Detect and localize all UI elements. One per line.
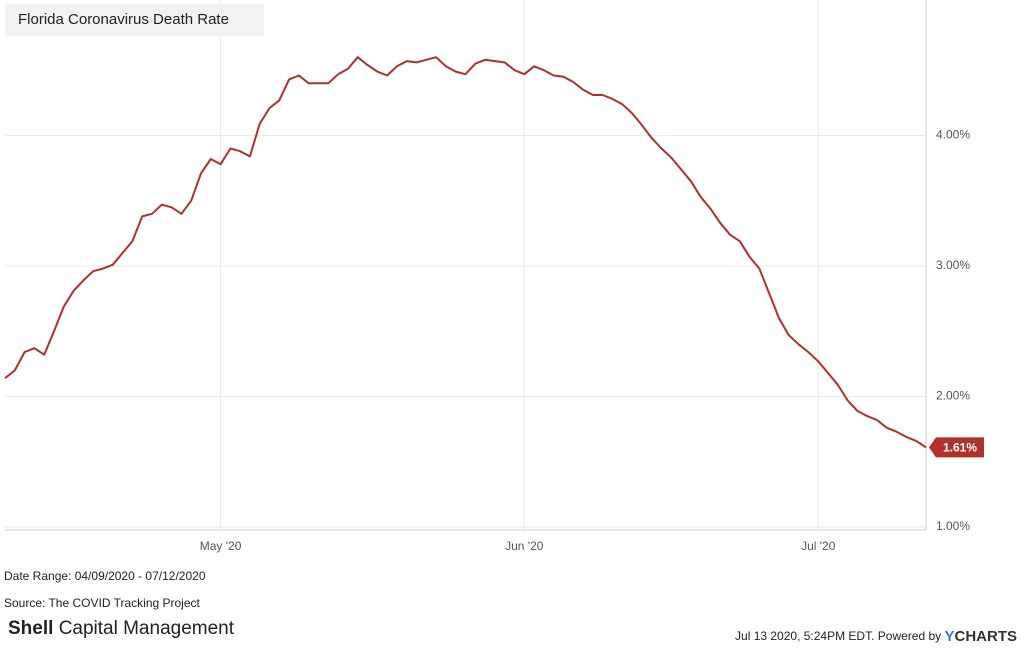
timestamp: Jul 13 2020, 5:24PM EDT. Powered by YCHA… (735, 628, 1017, 645)
title-box (5, 4, 264, 36)
x-tick-label: May '20 (200, 539, 242, 553)
source: Source: The COVID Tracking Project (4, 596, 201, 610)
brand: Shell Capital Management (8, 618, 235, 639)
y-tick-label: 2.00% (936, 389, 970, 403)
brand-bold: Shell (8, 618, 53, 639)
value-badge (929, 437, 984, 458)
x-tick-label: Jul '20 (801, 539, 836, 553)
y-tick-label: 4.00% (936, 128, 970, 142)
y-tick-label: 3.00% (936, 258, 970, 272)
ycharts-rest: CHARTS (955, 628, 1018, 645)
date-range: Date Range: 04/09/2020 - 07/12/2020 (4, 569, 206, 583)
brand-rest: Capital Management (59, 618, 235, 639)
chart-title: Florida Coronavirus Death Rate (18, 11, 229, 28)
x-tick-label: Jun '20 (505, 539, 544, 553)
ycharts-y: Y (944, 628, 954, 645)
y-tick-label: 1.00% (936, 519, 970, 533)
value-label: 1.61% (943, 441, 977, 455)
timestamp-text: Jul 13 2020, 5:24PM EDT. Powered by (735, 629, 941, 643)
data-line (4, 56, 927, 449)
